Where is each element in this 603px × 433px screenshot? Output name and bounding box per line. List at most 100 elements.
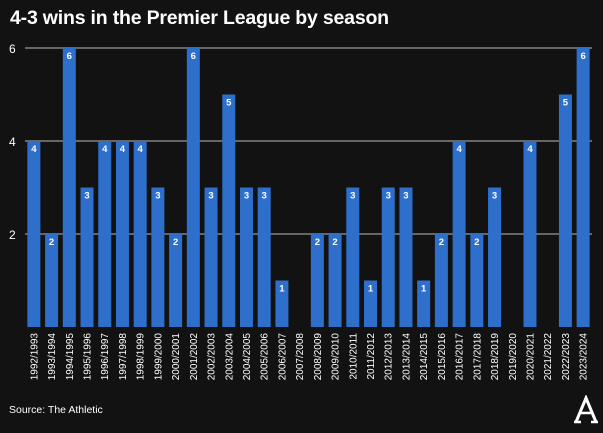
bar: [239, 187, 253, 327]
bar: [151, 187, 165, 327]
bar-value-label: 3: [155, 191, 160, 202]
bar: [381, 187, 395, 327]
bar-value-label: 3: [350, 191, 355, 202]
bar-value-label: 4: [31, 144, 37, 155]
chart-title: 4-3 wins in the Premier League by season: [10, 7, 389, 29]
bar-value-label: 6: [67, 51, 72, 62]
bar-value-label: 2: [49, 237, 54, 248]
x-tick-label: 2023/2024: [579, 333, 590, 381]
x-tick-label: 2007/2008: [295, 333, 306, 381]
bar: [399, 187, 413, 327]
bar-value-label: 3: [403, 191, 408, 202]
bar: [27, 141, 41, 327]
bar: [186, 48, 200, 327]
bar-value-label: 3: [244, 191, 249, 202]
bar-value-label: 4: [102, 144, 108, 155]
bar-value-label: 4: [138, 144, 144, 155]
y-tick-label: 2: [9, 228, 16, 242]
bar-value-label: 2: [332, 237, 337, 248]
bar: [133, 141, 147, 327]
x-tick-label: 2020/2021: [525, 333, 536, 381]
bar: [488, 187, 502, 327]
x-tick-label: 1994/1995: [65, 333, 76, 381]
bar: [576, 48, 590, 327]
bar: [115, 141, 129, 327]
x-tick-label: 2010/2011: [348, 333, 359, 380]
x-tick-label: 2019/2020: [508, 333, 519, 381]
bar-value-label: 6: [191, 51, 196, 62]
bar: [204, 187, 218, 327]
bar: [434, 234, 448, 327]
bar-value-label: 3: [84, 191, 89, 202]
bar: [523, 141, 537, 327]
bar: [257, 187, 271, 327]
x-tick-label: 2006/2007: [277, 333, 288, 381]
bar-value-label: 1: [279, 284, 285, 295]
bar-value-label: 3: [262, 191, 267, 202]
x-tick-label: 2017/2018: [472, 333, 483, 381]
x-tick-label: 2012/2013: [384, 333, 395, 381]
bar: [346, 187, 360, 327]
bar-value-label: 2: [315, 237, 320, 248]
x-tick-label: 2000/2001: [171, 333, 182, 381]
bar: [364, 280, 378, 327]
bar-value-label: 3: [386, 191, 391, 202]
y-tick-labels: 2 4 6: [9, 42, 16, 242]
x-tick-label: 2008/2009: [313, 333, 324, 381]
bars: 4 2 6 3 4 4 4 3 2 6 3 5 3 3 1 2 2 3 1 3 3 1 2 4 2 3 4 5 6: [27, 48, 590, 327]
x-tick-label: 2009/2010: [331, 333, 342, 381]
x-tick-label: 1997/1998: [118, 333, 129, 381]
bar: [558, 94, 572, 327]
x-tick-label: 2004/2005: [242, 333, 253, 381]
bar: [417, 280, 431, 327]
x-tick-label: 2005/2006: [260, 333, 271, 381]
bar-value-label: 1: [368, 284, 374, 295]
the-athletic-logo-icon: [574, 395, 598, 424]
x-tick-label: 2018/2019: [490, 333, 501, 381]
x-tick-label: 2013/2014: [401, 333, 412, 381]
x-tick-label: 2022/2023: [561, 333, 572, 381]
bar: [328, 234, 342, 327]
x-tick-label: 2003/2004: [224, 333, 235, 381]
bar-value-label: 3: [208, 191, 213, 202]
x-tick-label: 1993/1994: [47, 333, 58, 381]
bar: [45, 234, 59, 327]
bar: [470, 234, 484, 327]
source-note: Source: The Athletic: [9, 404, 103, 416]
x-tick-label: 2002/2003: [207, 333, 218, 381]
x-tick-label: 1992/1993: [29, 333, 40, 381]
bar-value-label: 5: [563, 98, 569, 109]
bar: [310, 234, 324, 327]
bar-value-label: 1: [421, 284, 427, 295]
bar-value-label: 2: [474, 237, 479, 248]
x-tick-label: 1996/1997: [100, 333, 111, 381]
bar: [80, 187, 94, 327]
x-tick-label: 2001/2002: [189, 333, 200, 381]
x-tick-label: 2014/2015: [419, 333, 430, 381]
x-tick-label: 1995/1996: [83, 333, 94, 381]
bar: [452, 141, 466, 327]
bar-value-label: 6: [580, 51, 585, 62]
bar: [62, 48, 76, 327]
x-tick-label: 2011/2012: [366, 333, 377, 380]
x-tick-label: 1998/1999: [136, 333, 147, 381]
bar: [222, 94, 236, 327]
bar-value-label: 5: [226, 98, 232, 109]
bar: [275, 280, 289, 327]
y-tick-label: 6: [9, 42, 16, 56]
bar-value-label: 4: [120, 144, 126, 155]
x-tick-labels: 1992/1993 1993/1994 1994/1995 1995/1996 1996…: [29, 333, 589, 381]
bar-value-label: 3: [492, 191, 497, 202]
x-tick-label: 1999/2000: [153, 333, 164, 381]
x-tick-label: 2015/2016: [437, 333, 448, 381]
x-tick-label: 2021/2022: [543, 333, 554, 381]
bar: [98, 141, 112, 327]
bar-value-label: 4: [456, 144, 462, 155]
x-tick-label: 2016/2017: [455, 333, 466, 381]
y-tick-label: 4: [9, 135, 16, 149]
bar-value-label: 2: [439, 237, 444, 248]
bar-value-label: 4: [527, 144, 533, 155]
bar: [169, 234, 183, 327]
bar-value-label: 2: [173, 237, 178, 248]
